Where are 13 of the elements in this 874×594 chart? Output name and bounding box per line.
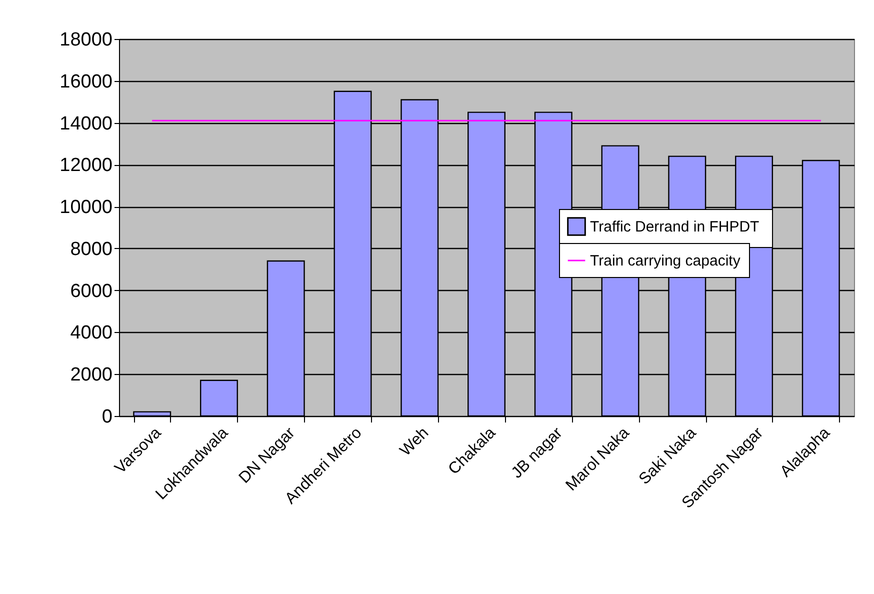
y-tick-label: 10000 [60,197,112,218]
y-tick-label: 16000 [60,71,112,92]
x-tick-label: Weh [397,424,432,460]
y-tick-label: 0 [102,406,112,428]
y-tick-label: 6000 [70,280,112,302]
y-tick-label: 14000 [60,113,112,134]
y-tick-label: 4000 [70,322,112,344]
y-tick-label: 12000 [60,155,112,176]
y-tick-label: 18000 [60,30,112,50]
y-tick-label: 8000 [70,238,112,260]
legend-label: Train carrying capacity [590,252,741,270]
y-tick-label: 2000 [70,364,112,386]
legend-label: Traffic Derrand in FHPDT [590,218,760,236]
